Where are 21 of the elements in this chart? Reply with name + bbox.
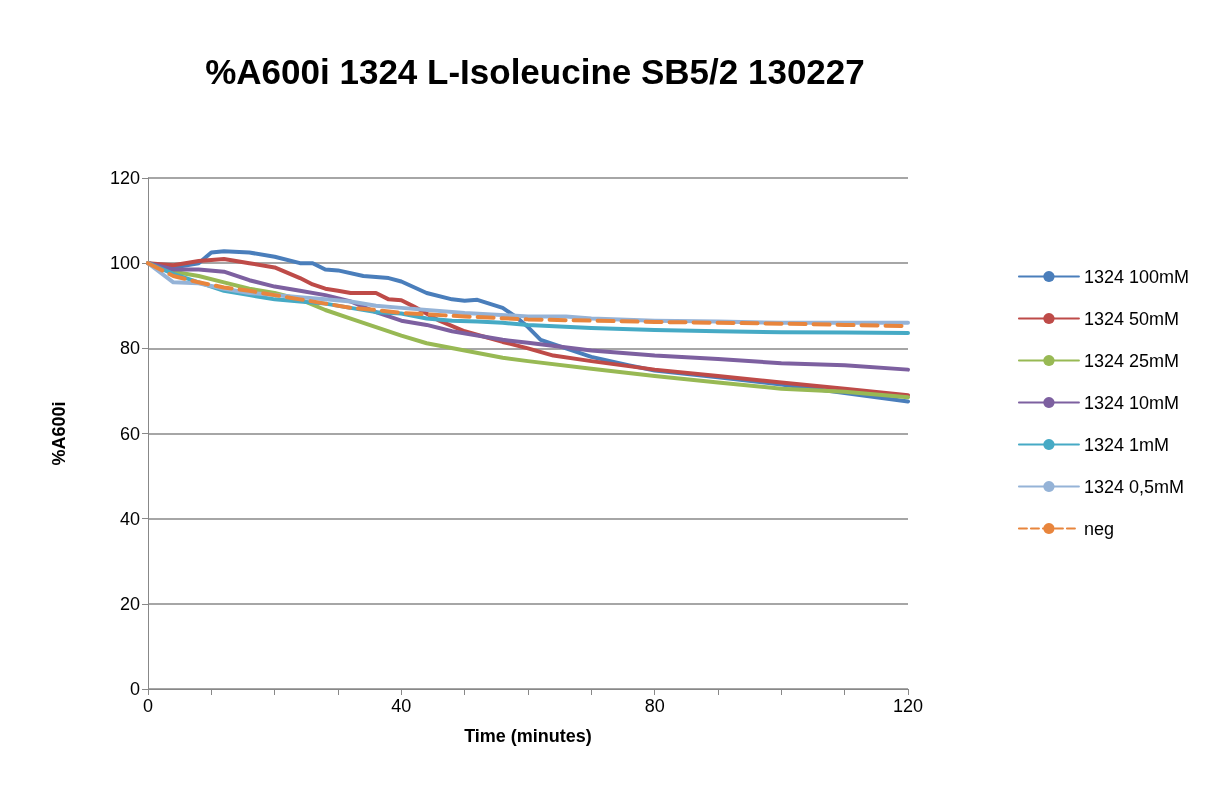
x-tick-label: 0	[142, 696, 154, 716]
legend-label: 1324 50mM	[1083, 308, 1179, 329]
legend-label: 1324 10mM	[1083, 392, 1179, 413]
y-tick-label: 100	[109, 253, 140, 274]
y-axis-title: %A600i	[49, 401, 69, 466]
y-tick-label: 60	[119, 423, 140, 444]
y-tick-label: 0	[129, 679, 140, 699]
x-tick-label: 80	[644, 696, 665, 716]
x-tick-label: 120	[892, 696, 924, 716]
y-tick-label: 120	[109, 168, 140, 188]
y-tick-label: 20	[119, 593, 140, 614]
x-axis-title: Time (minutes)	[464, 726, 592, 746]
legend-label: neg	[1083, 518, 1114, 539]
x-tick-label: 40	[391, 696, 412, 716]
chart-title: %A600i 1324 L-Isoleucine SB5/2 130227	[205, 51, 865, 91]
y-tick-label: 40	[119, 508, 140, 529]
legend-label: 1324 1mM	[1083, 434, 1169, 455]
legend-label: 1324 100mM	[1083, 266, 1190, 287]
legend-label: 1324 0,5mM	[1083, 476, 1184, 497]
y-tick-label: 80	[119, 338, 140, 359]
legend-label: 1324 25mM	[1083, 350, 1179, 371]
